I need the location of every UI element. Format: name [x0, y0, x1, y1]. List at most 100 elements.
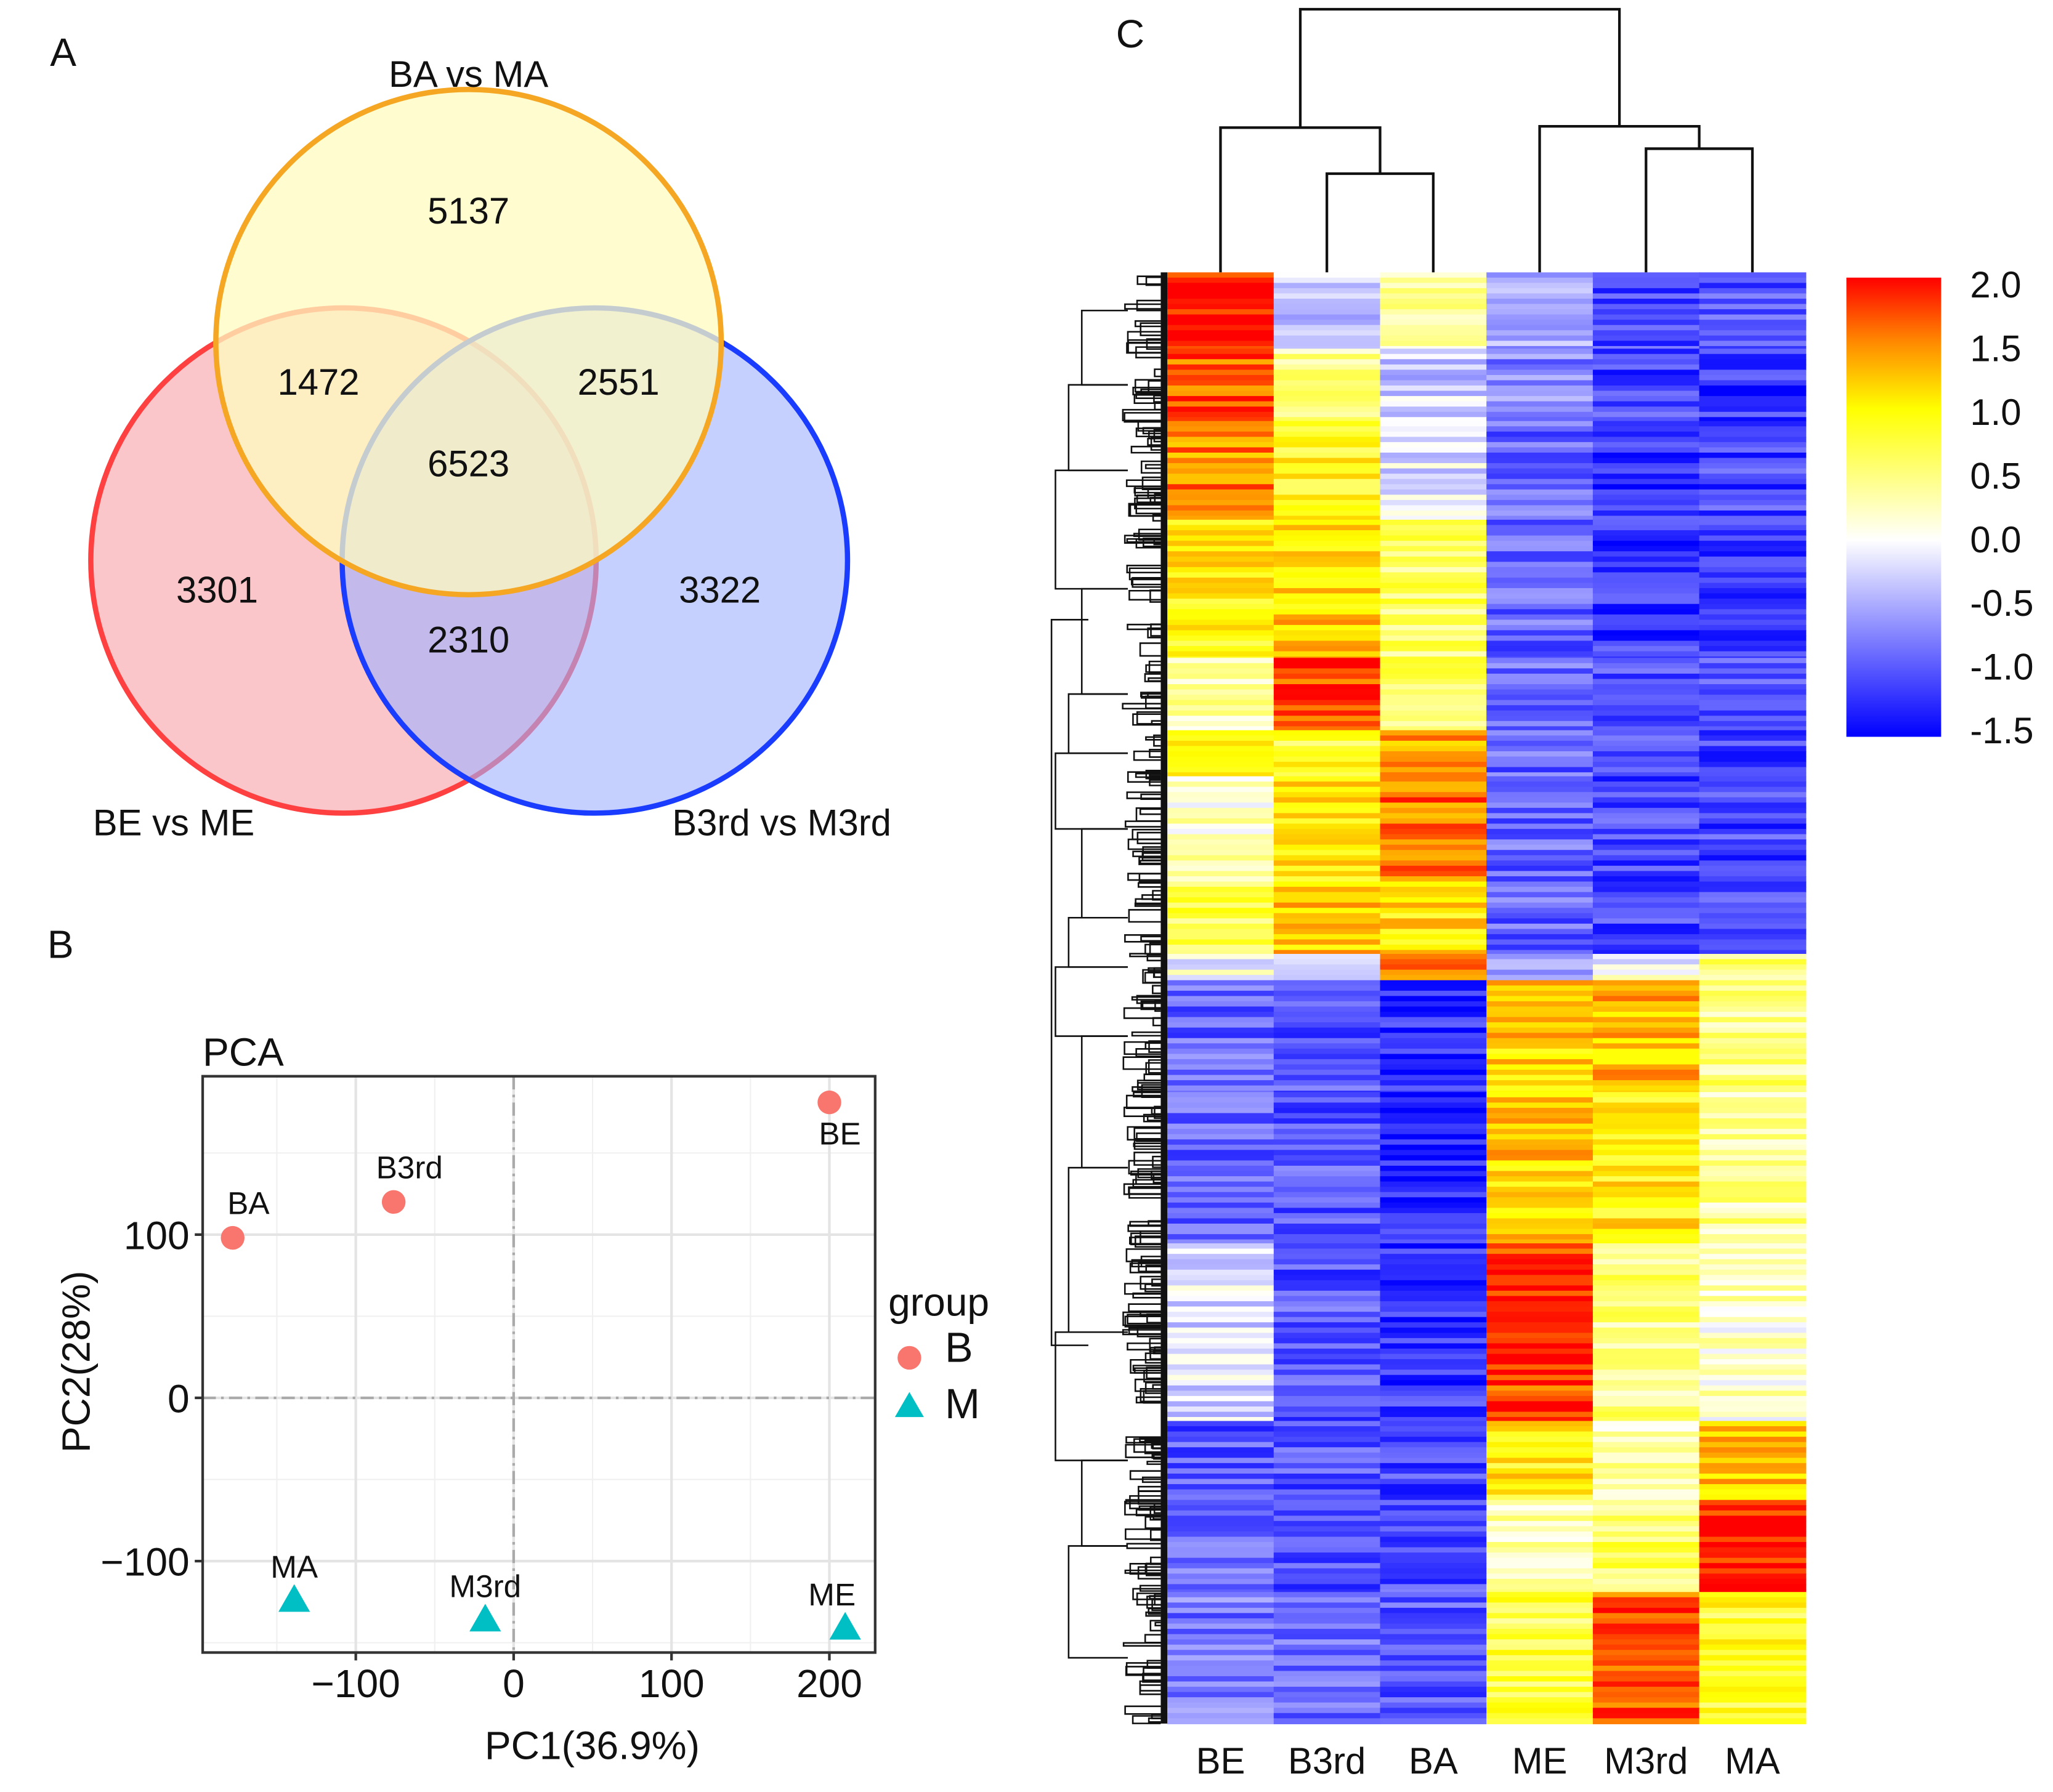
heatmap-cell [1167, 304, 1274, 310]
heatmap-cell [1167, 1681, 1274, 1688]
heatmap-cell [1380, 562, 1488, 568]
heatmap-cell [1486, 1702, 1593, 1709]
heatmap-cell [1380, 1510, 1488, 1517]
heatmap-cell [1380, 1489, 1488, 1496]
heatmap-cell [1380, 1623, 1488, 1630]
heatmap-cell [1167, 1442, 1274, 1448]
heatmap-cell [1486, 1655, 1593, 1661]
heatmap-cell [1167, 834, 1274, 841]
heatmap-cell [1273, 335, 1381, 342]
heatmap-cell [1486, 1671, 1593, 1677]
heatmap-cell [1273, 1202, 1381, 1209]
heatmap-cell [1486, 1107, 1593, 1114]
panel-label-b: B [47, 922, 74, 966]
heatmap-cell [1380, 964, 1488, 971]
heatmap-cell [1592, 689, 1700, 696]
dendrogram-branch [1067, 384, 1128, 472]
heatmap-cell [1699, 478, 1807, 485]
heatmap-cell [1699, 1499, 1807, 1506]
heatmap-cell [1699, 1484, 1807, 1490]
heatmap-cell [1486, 390, 1593, 397]
heatmap-cell [1380, 1359, 1488, 1365]
heatmap-cell [1592, 1102, 1700, 1109]
heatmap-cell [1273, 705, 1381, 711]
heatmap-cell [1592, 494, 1700, 501]
heatmap-cell [1699, 1406, 1807, 1413]
dendrogram-branch [1132, 850, 1161, 857]
heatmap-cell [1273, 1431, 1381, 1438]
heatmap-cell [1380, 541, 1488, 547]
heatmap-cell [1380, 887, 1488, 893]
heatmap-cell [1699, 1012, 1807, 1018]
heatmap-cell [1167, 1687, 1274, 1693]
heatmap-cell [1486, 380, 1593, 387]
heatmap-cell [1380, 792, 1488, 798]
x-tick-label: −100 [311, 1661, 400, 1706]
heatmap-cell [1699, 484, 1807, 490]
heatmap-cell [1699, 277, 1807, 284]
heatmap-cell [1699, 1426, 1807, 1432]
heatmap-cell [1486, 1144, 1593, 1151]
heatmap-cell [1699, 293, 1807, 300]
colorbar-tick-label: -1.5 [1970, 710, 2033, 751]
heatmap-cell [1167, 1059, 1274, 1065]
heatmap-cell [1486, 684, 1593, 690]
heatmap-cell [1167, 1639, 1274, 1645]
heatmap-cell [1380, 1343, 1488, 1350]
dendrogram-branch [1133, 1152, 1161, 1166]
heatmap-cell [1273, 1520, 1381, 1527]
heatmap-cell [1273, 624, 1381, 631]
heatmap-cell [1380, 609, 1488, 615]
heatmap-cell [1167, 1239, 1274, 1245]
dendrogram-branch [1128, 1303, 1161, 1312]
dendrogram-branch [1136, 831, 1161, 844]
heatmap-cell [1699, 834, 1807, 841]
heatmap-cell [1380, 320, 1488, 326]
heatmap-cell [1167, 1213, 1274, 1219]
heatmap-cell [1167, 1665, 1274, 1672]
heatmap-cell [1699, 314, 1807, 321]
heatmap-cell [1380, 630, 1488, 637]
heatmap-cell [1167, 341, 1274, 347]
heatmap-cell [1486, 1597, 1593, 1604]
heatmap-cell [1167, 844, 1274, 851]
heatmap-cell [1380, 767, 1488, 773]
heatmap-cell [1273, 330, 1381, 336]
point-label-ba: BA [227, 1186, 270, 1221]
heatmap-cell [1699, 1584, 1807, 1591]
heatmap-cell [1167, 1176, 1274, 1182]
heatmap-cell [1486, 474, 1593, 480]
dendrogram-branch [1143, 1073, 1161, 1081]
pca-y-axis-label: PC2(28%) [54, 1271, 98, 1453]
heatmap-cell [1486, 1623, 1593, 1630]
heatmap-cell [1167, 364, 1274, 371]
heatmap-cell [1380, 535, 1488, 542]
heatmap-cell [1592, 730, 1700, 737]
heatmap-cell [1167, 1516, 1274, 1522]
heatmap-cell [1167, 1280, 1274, 1286]
heatmap-cell [1273, 1343, 1381, 1350]
heatmap-cell [1167, 624, 1274, 631]
heatmap-cell [1486, 1452, 1593, 1459]
heatmap-cell [1167, 1171, 1274, 1177]
heatmap-cell [1380, 934, 1488, 940]
heatmap-cell [1699, 850, 1807, 856]
heatmap-cell [1699, 1536, 1807, 1543]
heatmap-cell [1380, 1597, 1488, 1604]
heatmap-cell [1486, 668, 1593, 674]
heatmap-cell [1167, 1354, 1274, 1360]
heatmap-cell [1380, 1417, 1488, 1422]
x-tick-label: 100 [639, 1661, 705, 1706]
heatmap-cell [1592, 908, 1700, 914]
point-label-ma: MA [270, 1549, 318, 1584]
heatmap-cell [1486, 710, 1593, 717]
heatmap-cell [1699, 767, 1807, 773]
heatmap-cell [1699, 839, 1807, 846]
dendrogram-branch [1124, 934, 1161, 943]
heatmap-cell [1699, 640, 1807, 647]
heatmap-cell [1486, 385, 1593, 392]
heatmap-cell [1486, 834, 1593, 841]
heatmap-cell [1273, 996, 1381, 1002]
heatmap-cell [1167, 447, 1274, 454]
heatmap-cell [1592, 1107, 1700, 1114]
